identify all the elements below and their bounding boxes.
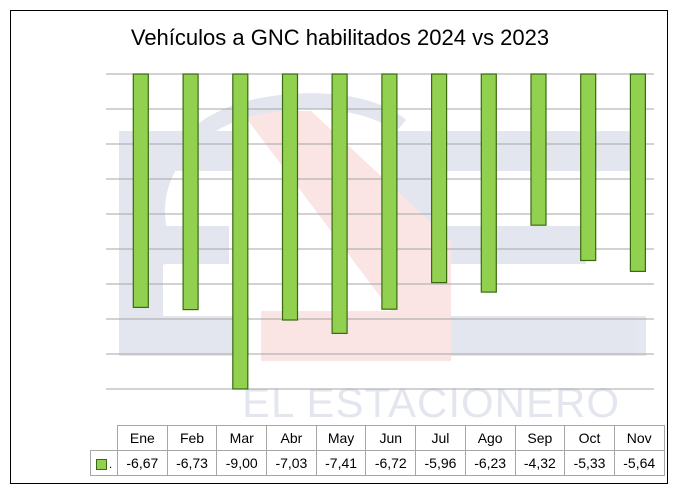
data-table-corner bbox=[90, 425, 118, 451]
data-label-5: -6,72 bbox=[365, 450, 417, 476]
bar-nov bbox=[629, 73, 647, 272]
category-label-4: May bbox=[315, 425, 367, 451]
bar-may bbox=[331, 73, 348, 334]
watermark-e-right-bottom bbox=[396, 316, 646, 356]
watermark-ring bbox=[148, 93, 407, 265]
bar-ene bbox=[132, 73, 149, 308]
data-table-value-row: . -6,67 -6,73 -9,00 -7,03 -7,41 -6,72 -5… bbox=[90, 450, 665, 476]
data-label-7: -6,23 bbox=[464, 450, 516, 476]
bars bbox=[132, 73, 647, 390]
data-label-4: -7,41 bbox=[315, 450, 367, 476]
category-label-0: Ene bbox=[117, 425, 168, 451]
bar-jul bbox=[431, 73, 448, 284]
category-label-7: Ago bbox=[464, 425, 516, 451]
bar-mar bbox=[232, 73, 249, 390]
bar-oct bbox=[580, 73, 597, 262]
bar-abr bbox=[281, 73, 299, 321]
data-label-9: -5,33 bbox=[564, 450, 615, 476]
category-label-6: Jul bbox=[415, 425, 466, 451]
bar-feb bbox=[182, 73, 199, 311]
category-label-3: Abr bbox=[266, 425, 317, 451]
category-label-8: Sep bbox=[514, 425, 566, 451]
legend-entry: . bbox=[90, 450, 118, 476]
category-label-9: Oct bbox=[564, 425, 615, 451]
data-label-0: -6,67 bbox=[117, 450, 168, 476]
chart-title: Vehículos a GNC habilitados 2024 vs 2023 bbox=[130, 25, 550, 50]
watermark-e-left-bottom bbox=[119, 316, 249, 356]
category-label-2: Mar bbox=[216, 425, 268, 451]
watermark-text: EL ESTACIONERO bbox=[242, 379, 620, 426]
legend-series-name: . bbox=[108, 457, 113, 472]
legend-key-icon bbox=[95, 458, 107, 470]
category-label-1: Feb bbox=[166, 425, 218, 451]
data-table-header-row: Ene Feb Mar Abr May Jun Jul Ago Sep Oct … bbox=[90, 425, 665, 451]
bar-jun bbox=[381, 73, 398, 310]
category-label-10: Nov bbox=[613, 425, 665, 451]
category-label-5: Jun bbox=[365, 425, 417, 451]
data-label-10: -5,64 bbox=[613, 450, 665, 476]
bar-ago bbox=[480, 73, 497, 293]
data-label-6: -5,96 bbox=[415, 450, 466, 476]
bar-plot bbox=[106, 73, 654, 390]
data-label-8: -4,32 bbox=[514, 450, 566, 476]
bar-sep bbox=[530, 73, 547, 226]
data-label-1: -6,73 bbox=[166, 450, 218, 476]
data-label-2: -9,00 bbox=[216, 450, 268, 476]
data-table: Ene Feb Mar Abr May Jun Jul Ago Sep Oct … bbox=[90, 425, 665, 476]
chart-frame: EL ESTACIONERO Vehículos a GNC habilitad… bbox=[10, 10, 668, 484]
data-label-3: -7,03 bbox=[266, 450, 317, 476]
